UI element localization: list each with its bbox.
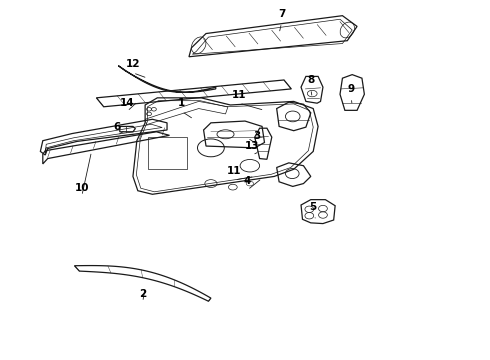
Text: 5: 5 [310,202,317,212]
Text: 7: 7 [278,9,285,19]
Text: 9: 9 [347,84,355,94]
Text: 10: 10 [74,183,89,193]
Text: 1: 1 [178,98,185,108]
Text: 11: 11 [227,166,242,176]
Text: 13: 13 [245,141,260,152]
Text: 4: 4 [244,176,251,186]
Text: 12: 12 [126,59,140,69]
Text: 8: 8 [307,75,315,85]
Text: 11: 11 [232,90,246,100]
Text: 2: 2 [139,289,147,298]
Text: 6: 6 [114,122,121,132]
Text: 3: 3 [253,131,261,141]
Text: 14: 14 [120,98,134,108]
